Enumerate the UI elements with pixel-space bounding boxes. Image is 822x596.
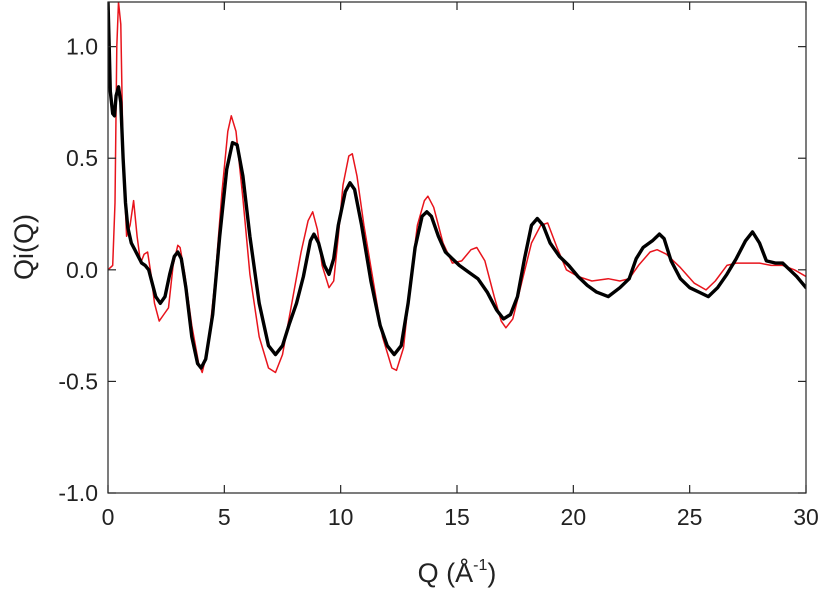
x-tick-label: 25: [677, 504, 703, 530]
plot-area-frame: [107, 1, 807, 494]
x-axis-label: Q (Å-1): [418, 557, 497, 588]
y-tick-label: 0.0: [66, 257, 98, 283]
x-axis-ticks: 0 5 10 15 20 25 30: [102, 2, 819, 530]
x-tick-label: 5: [218, 504, 231, 530]
y-tick-label: 1.0: [66, 34, 98, 60]
y-tick-label: -1.0: [58, 480, 98, 506]
series-layer: [108, 2, 806, 374]
y-axis-label: Qi(Q): [9, 214, 39, 280]
x-tick-label: 30: [793, 504, 819, 530]
y-axis-ticks: -1.0 -0.5 0.0 0.5 1.0: [58, 34, 806, 506]
x-tick-label: 20: [561, 504, 587, 530]
x-tick-label: 0: [102, 504, 115, 530]
x-tick-label: 10: [328, 504, 354, 530]
y-tick-label: 0.5: [66, 145, 98, 171]
y-tick-label: -0.5: [58, 368, 98, 394]
series-line-2: [108, 2, 806, 370]
x-tick-label: 15: [444, 504, 470, 530]
